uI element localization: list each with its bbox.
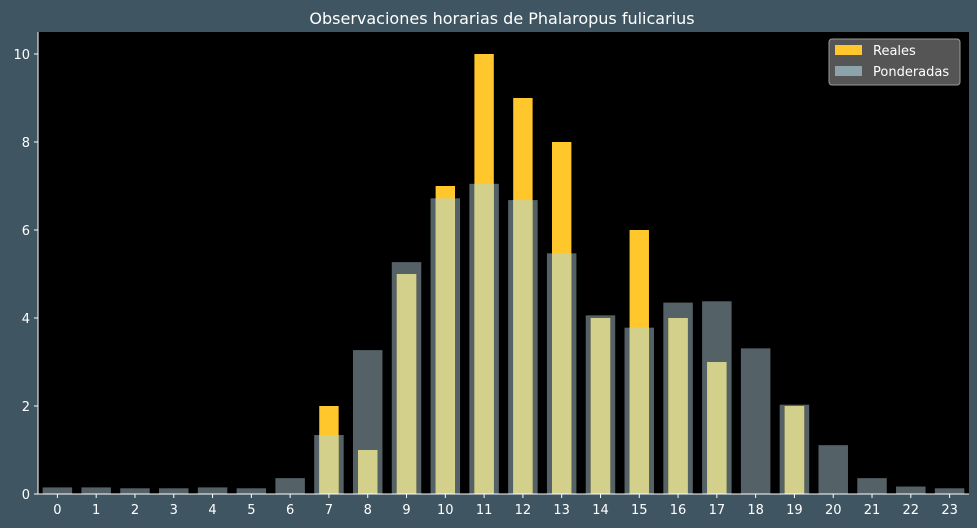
bar-overlap: [784, 406, 805, 494]
x-tick-label: 20: [825, 503, 842, 518]
x-tick-label: 4: [208, 503, 216, 518]
bar-overlap: [474, 183, 494, 495]
x-tick-label: 23: [941, 503, 958, 518]
x-tick-label: 9: [402, 503, 410, 518]
legend-label-ponderadas: Ponderadas: [873, 65, 949, 80]
x-tick-label: 18: [747, 503, 764, 518]
x-tick-label: 15: [631, 503, 648, 518]
bar-overlap: [668, 318, 688, 494]
bar-overlap: [319, 435, 339, 494]
x-axis: 0 1 2 3 4 5 6 7 8 9 10 11 12 13 14 15 16 17 18 19 20 21 22 23: [38, 493, 969, 518]
x-tick-label: 8: [364, 503, 372, 518]
x-tick-label: 16: [670, 503, 687, 518]
x-tick-label: 6: [286, 503, 294, 518]
x-tick-label: 22: [903, 503, 920, 518]
bar-ponderadas: [934, 488, 965, 494]
bar-ponderadas: [81, 487, 111, 494]
x-tick-label: 14: [592, 503, 609, 518]
x-tick-label: 1: [92, 503, 100, 518]
bar-ponderadas: [896, 486, 926, 494]
y-tick-label: 10: [13, 48, 30, 63]
y-tick-label: 4: [22, 312, 30, 327]
x-tick-label: 17: [709, 503, 726, 518]
bar-ponderadas: [857, 478, 887, 494]
bar-ponderadas: [120, 488, 150, 494]
y-tick-label: 2: [22, 400, 30, 415]
bar-ponderadas: [818, 445, 848, 494]
x-tick-label: 3: [170, 503, 178, 518]
bar-overlap: [358, 450, 378, 494]
bar-overlap: [629, 327, 649, 494]
y-axis: 0 2 4 6 8 10: [13, 32, 39, 503]
x-tick-label: 7: [325, 503, 333, 518]
bar-ponderadas: [197, 487, 228, 494]
x-tick-label: 21: [864, 503, 881, 518]
bar-ponderadas: [275, 478, 305, 494]
y-tick-label: 0: [22, 488, 30, 503]
bar-overlap: [435, 198, 456, 494]
legend-swatch-ponderadas: [835, 66, 862, 76]
bar-overlap: [513, 200, 533, 494]
bar-overlap: [396, 274, 417, 494]
y-tick-label: 8: [22, 136, 30, 151]
legend-swatch-reales: [835, 45, 862, 55]
x-tick-label: 19: [786, 503, 803, 518]
legend-label-reales: Reales: [873, 44, 916, 59]
x-tick-label: 13: [553, 503, 570, 518]
y-tick-label: 6: [22, 224, 30, 239]
legend: Reales Ponderadas: [828, 38, 961, 86]
x-tick-label: 2: [131, 503, 139, 518]
x-tick-label: 0: [53, 503, 61, 518]
bar-ponderadas: [42, 487, 73, 494]
chart-title: Observaciones horarias de Phalaropus ful…: [309, 9, 694, 28]
x-tick-label: 5: [247, 503, 255, 518]
bar-overlap: [707, 362, 727, 494]
bar-overlap: [590, 318, 611, 494]
plot-area: [38, 32, 969, 494]
bar-ponderadas: [159, 488, 189, 494]
bar-ponderadas: [740, 348, 771, 494]
x-tick-label: 12: [515, 503, 532, 518]
x-tick-label: 11: [476, 503, 493, 518]
bar-overlap: [551, 253, 572, 494]
overlap-bars-group: [319, 183, 805, 495]
x-tick-label: 10: [437, 503, 454, 518]
bar-ponderadas: [236, 488, 267, 494]
